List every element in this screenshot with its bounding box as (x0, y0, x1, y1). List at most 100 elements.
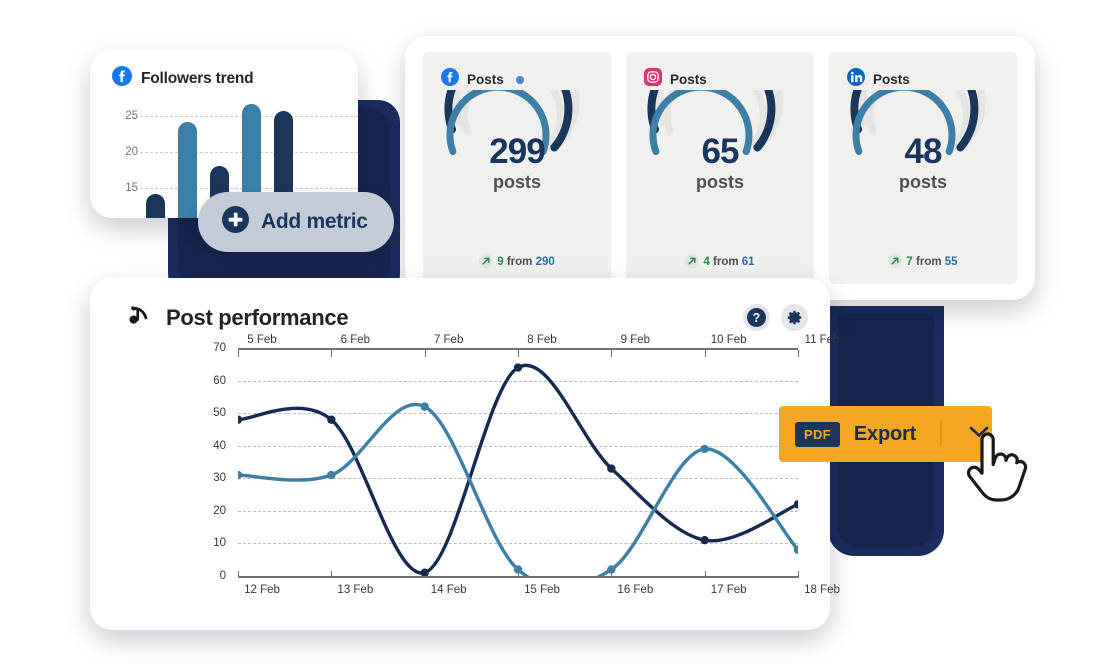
post-performance-actions: ? (743, 304, 808, 331)
y-tick-label: 50 (213, 407, 226, 420)
x-tick-label-top: 11 Feb (804, 334, 840, 346)
data-point[interactable] (238, 415, 243, 424)
axis-tick (704, 571, 706, 578)
gauge-card-title: Posts (873, 72, 910, 87)
gridline (238, 413, 798, 415)
data-point[interactable] (793, 545, 798, 555)
x-tick-label-bottom: 12 Feb (244, 584, 280, 596)
x-tick-label-top: 6 Feb (340, 334, 371, 346)
gauge-card-instagram: Posts 65 posts 4 from 61 (626, 52, 814, 284)
y-tick-label: 70 (213, 342, 226, 354)
export-button[interactable]: PDF Export (779, 406, 992, 462)
followers-trend-header: Followers trend (90, 50, 358, 91)
data-point[interactable] (420, 402, 429, 411)
export-divider (940, 421, 943, 447)
gauge-dial: 299 posts (423, 90, 611, 230)
y-tick-label: 40 (213, 439, 226, 452)
delta-previous: 55 (944, 256, 958, 268)
help-circle-icon[interactable]: ? (743, 304, 770, 331)
gauge-card-header: Posts (829, 52, 1017, 91)
gauge-card-header: Posts (423, 52, 611, 91)
gauge-dial: 48 posts (829, 90, 1017, 230)
gauge-cards-panel: Posts 299 posts 9 from 290 Posts 65 posts 4 fr… (405, 36, 1035, 300)
axis-tick (798, 350, 799, 357)
svg-text:?: ? (753, 311, 761, 325)
analytics-swoosh-icon (126, 302, 152, 333)
x-tick-label-bottom: 14 Feb (430, 584, 467, 596)
data-point[interactable] (420, 568, 429, 576)
facebook-icon (441, 68, 459, 91)
gear-icon[interactable] (781, 304, 808, 331)
delta-value: 7 (906, 256, 913, 268)
series-line (238, 363, 798, 575)
x-tick-label-top: 9 Feb (620, 334, 651, 346)
y-tick-label: 60 (213, 374, 226, 387)
followers-bar (242, 104, 261, 218)
top-axis-line (238, 348, 798, 350)
data-point[interactable] (793, 500, 798, 509)
data-point[interactable] (700, 535, 709, 545)
facebook-icon (112, 66, 132, 91)
axis-tick (518, 350, 519, 357)
x-tick-label-top: 7 Feb (433, 334, 464, 346)
axis-tick (704, 350, 706, 357)
delta-from-label: from (713, 256, 739, 268)
followers-bar (274, 111, 293, 218)
y-tick-label: 0 (219, 570, 226, 582)
arrow-up-right-icon (685, 254, 700, 268)
axis-tick (611, 571, 613, 578)
axis-tick (331, 571, 333, 578)
post-performance-card: Post performance ? 0 10 20 30 40 50 60 70 (90, 278, 840, 630)
x-tick-label-top: 10 Feb (710, 334, 747, 346)
add-metric-button[interactable]: Add metric (198, 192, 394, 252)
followers-y-axis: 25 20 15 (104, 94, 138, 218)
gauge-delta: 7 from 55 (829, 254, 1017, 268)
followers-bar (146, 193, 165, 218)
delta-from-label: from (506, 256, 533, 268)
gridline (238, 478, 798, 480)
axis-tick (424, 350, 426, 357)
x-tick-label-top: 5 Feb (247, 334, 277, 346)
y-tick-label: 30 (213, 472, 226, 485)
axis-tick (238, 571, 239, 578)
chevron-down-icon[interactable] (968, 425, 990, 444)
gauge-delta: 9 from 290 (423, 254, 611, 268)
add-metric-label: Add metric (261, 210, 368, 233)
status-dot (515, 75, 524, 84)
data-point[interactable] (513, 565, 523, 574)
gauge-card-title: Posts (670, 72, 707, 87)
delta-value: 9 (497, 256, 504, 268)
data-point[interactable] (700, 444, 709, 454)
gauge-card-header: Posts (626, 52, 814, 91)
data-point[interactable] (327, 470, 336, 480)
data-point[interactable] (607, 565, 616, 574)
delta-from-label: from (916, 256, 942, 268)
x-tick-label-top: 8 Feb (527, 334, 557, 346)
linkedin-icon (847, 68, 865, 91)
axis-tick (331, 350, 333, 357)
gauge-card-title: Posts (467, 72, 504, 87)
data-point[interactable] (238, 470, 243, 480)
delta-previous: 290 (535, 256, 555, 268)
post-performance-title: Post performance (166, 304, 349, 330)
performance-y-axis: 0 10 20 30 40 50 60 70 (198, 342, 226, 582)
axis-tick (611, 350, 613, 357)
arrow-up-right-icon (479, 254, 494, 268)
gridline (238, 543, 798, 545)
x-tick-label-bottom: 15 Feb (524, 584, 560, 596)
series-line (238, 402, 798, 576)
gauge-delta: 4 from 61 (626, 254, 814, 268)
delta-previous: 61 (741, 256, 755, 268)
performance-lines (238, 363, 798, 576)
export-label: Export (853, 422, 917, 445)
gridline (238, 510, 798, 512)
data-point[interactable] (513, 363, 523, 372)
gauge-card-facebook: Posts 299 posts 9 from 290 (423, 52, 611, 284)
x-tick-label-bottom: 16 Feb (617, 584, 654, 596)
data-point[interactable] (607, 464, 616, 473)
performance-plot-area (238, 348, 799, 578)
axis-tick (238, 350, 239, 357)
data-point[interactable] (327, 415, 336, 424)
y-tick-label: 10 (213, 537, 226, 550)
